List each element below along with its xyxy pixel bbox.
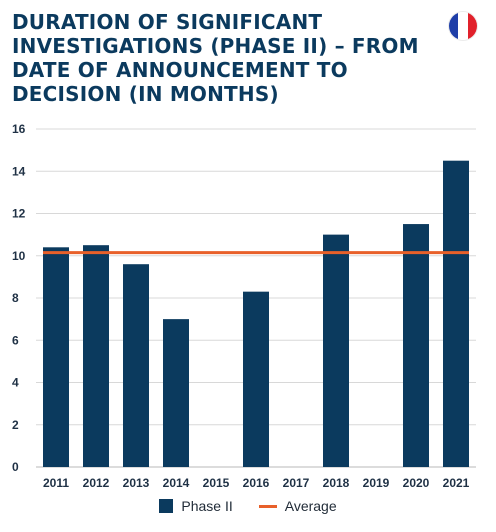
bars	[43, 160, 469, 467]
flag-stripe-white	[458, 12, 468, 40]
legend-label-average: Average	[284, 498, 337, 514]
france-flag-icon	[449, 12, 477, 40]
legend: Phase II Average	[0, 498, 496, 514]
bar-2018	[323, 234, 349, 467]
x-axis-ticks: 2011 2012 2013 2014 2015 2016 2017 2018 2019 2020…	[43, 476, 470, 490]
y-tick-label: 6	[12, 333, 19, 347]
x-tick-label: 2014	[163, 476, 190, 490]
y-tick-label: 16	[12, 122, 26, 136]
legend-item-phase-ii: Phase II	[159, 498, 233, 514]
bar-2020	[403, 224, 429, 467]
x-tick-label: 2012	[83, 476, 110, 490]
bar-2011	[43, 247, 69, 467]
y-tick-label: 4	[12, 376, 19, 390]
chart-title: DURATION OF SIGNIFICANT INVESTIGATIONS (…	[12, 10, 419, 106]
x-tick-label: 2018	[323, 476, 350, 490]
x-tick-label: 2015	[203, 476, 230, 490]
bar-2014	[163, 319, 189, 467]
legend-item-average: Average	[258, 498, 337, 514]
x-tick-label: 2020	[403, 476, 430, 490]
x-tick-label: 2013	[123, 476, 150, 490]
y-tick-label: 2	[12, 418, 19, 432]
y-tick-label: 10	[12, 249, 26, 263]
bar-2021	[443, 160, 469, 467]
x-tick-label: 2017	[283, 476, 310, 490]
x-tick-label: 2011	[43, 476, 69, 490]
legend-swatch-bar	[159, 499, 174, 513]
x-tick-label: 2019	[363, 476, 390, 490]
x-tick-label: 2016	[243, 476, 270, 490]
y-axis-ticks: 0 2 4 6 8 10 12 14 16	[12, 122, 26, 474]
flag-stripe-blue	[449, 12, 459, 40]
flag-stripe-red	[467, 12, 477, 40]
x-tick-label: 2021	[443, 476, 470, 490]
y-tick-label: 14	[12, 164, 26, 178]
y-tick-label: 8	[12, 291, 19, 305]
bar-2013	[123, 264, 149, 467]
y-tick-label: 0	[12, 460, 19, 474]
legend-swatch-line	[258, 504, 277, 508]
y-tick-label: 12	[12, 207, 26, 221]
bar-2016	[243, 291, 269, 467]
bar-2012	[83, 245, 109, 467]
legend-label-phase-ii: Phase II	[181, 498, 233, 514]
